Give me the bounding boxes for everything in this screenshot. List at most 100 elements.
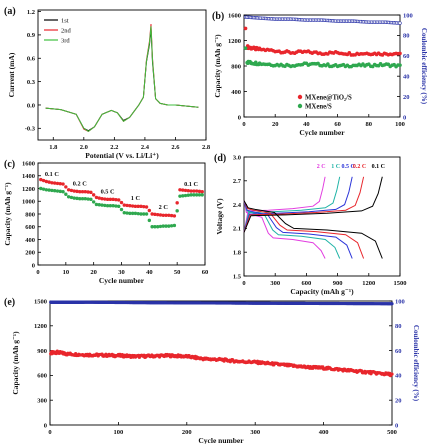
curve-label: 0.2 C [353, 164, 366, 170]
rate-point [147, 218, 152, 223]
panel-label: (d) [214, 153, 226, 164]
y-axis-label: Capacity (mAh g⁻¹) [11, 331, 20, 395]
rate-point [39, 186, 43, 191]
rate-point [66, 188, 71, 192]
panel-d: 0 300 600 900 1200 1500 1.5 1.8 2.1 2.4 2.7 3.0 Capa… [214, 153, 407, 296]
legend-marker [297, 94, 303, 100]
rate-point [183, 188, 188, 193]
x-tick-label: 100 [395, 121, 405, 128]
rate-point [97, 203, 101, 207]
rate-point [103, 197, 107, 201]
y-tick-label: 1200 [22, 186, 35, 193]
x-tick-label: 0 [242, 280, 245, 287]
y2-tick-label: 100 [395, 298, 405, 305]
rate-point [169, 224, 174, 228]
y-tick-label: 900 [37, 348, 47, 355]
rate-point [78, 189, 82, 194]
rate-point [139, 204, 143, 209]
rate-point [111, 204, 115, 208]
rate-point [155, 212, 160, 217]
rate-point [44, 188, 49, 192]
x-tick-label: 2.8 [202, 144, 211, 151]
discharge-curve [243, 200, 353, 259]
charge-curve [243, 176, 365, 233]
rate-point [114, 197, 118, 202]
rate-point [130, 211, 135, 216]
y-tick-label: 1200 [34, 323, 47, 330]
y2-tick-label: 100 [403, 12, 413, 19]
charge-curve [243, 176, 353, 233]
charge-curve [243, 176, 341, 233]
rate-point [75, 189, 79, 194]
x-tick-label: 80 [366, 121, 373, 128]
x-tick-label: 2.6 [171, 144, 180, 151]
x-tick-label: 40 [146, 269, 153, 276]
cv-curve-3 [45, 26, 199, 133]
x-tick-label: 2.4 [141, 144, 150, 151]
legend-label: MXene/S [305, 103, 332, 110]
rate-point [186, 189, 190, 193]
y-axis-label: Capacity (mAh g⁻¹) [3, 182, 12, 246]
x-axis-label: Capacity (mAh g⁻¹) [290, 287, 354, 296]
x-tick-label: 20 [272, 121, 279, 128]
y-tick-label: 0 [238, 114, 241, 121]
rate-point [80, 189, 85, 194]
rate-point [58, 189, 62, 194]
rate-point [169, 213, 174, 218]
curve-label: 1 C [331, 164, 340, 170]
legend-label: 2nd [61, 28, 72, 35]
rate-point [69, 195, 74, 200]
discharge-curve [243, 200, 341, 259]
rate-point [189, 193, 193, 197]
panel-label: (a) [4, 6, 16, 17]
rate-point [181, 188, 185, 192]
rate-point [105, 204, 110, 208]
charge-curve [243, 176, 326, 233]
plot-frame [37, 162, 206, 266]
rate-point [86, 190, 90, 194]
rate-point [172, 214, 177, 218]
y-tick-label: 1600 [22, 160, 35, 167]
x-tick-label: 60 [202, 269, 209, 276]
rate-point [125, 211, 129, 215]
rate-point [50, 188, 54, 193]
legend-label: 1st [61, 18, 69, 25]
x-tick-label: 300 [270, 280, 280, 287]
rate-point [78, 197, 82, 201]
x-tick-label: 1.8 [49, 144, 58, 151]
y-tick-label: 1600 [228, 12, 241, 19]
y2-tick-label: 20 [403, 94, 410, 101]
rate-point [155, 225, 160, 229]
x-tick-label: 1500 [394, 280, 407, 287]
rate-point [194, 193, 199, 197]
x-tick-label: 50 [174, 269, 181, 276]
rate-point [55, 189, 60, 193]
x-tick-label: 300 [250, 429, 260, 436]
rate-point [41, 178, 46, 183]
curve-label: 2 C [317, 164, 326, 170]
rate-point [53, 189, 57, 193]
rate-point [158, 224, 163, 229]
y-tick-label: 2.7 [233, 178, 242, 185]
rate-point [164, 213, 168, 217]
capacity-point [398, 63, 402, 67]
y-tick-label: 1200 [228, 38, 241, 45]
rate-point [144, 205, 149, 209]
y-tick-label: 1400 [22, 173, 35, 180]
y2-tick-label: 40 [395, 373, 402, 380]
rate-point [47, 180, 51, 184]
x-axis-label: Cycle number [198, 436, 244, 444]
y2-tick-label: 60 [395, 348, 402, 355]
rate-point [122, 211, 126, 215]
x-axis-label: Cycle number [299, 128, 345, 137]
rate-point [58, 182, 62, 186]
rate-point [91, 200, 96, 204]
rate-point [178, 188, 182, 192]
rate-point [122, 203, 126, 207]
rate-point [197, 193, 202, 197]
x-tick-label: 600 [302, 280, 312, 287]
y-tick-label: 0 [44, 422, 47, 429]
rate-point [167, 224, 171, 228]
curve-label: 0.5 C [341, 164, 354, 170]
x-tick-label: 10 [63, 269, 70, 276]
